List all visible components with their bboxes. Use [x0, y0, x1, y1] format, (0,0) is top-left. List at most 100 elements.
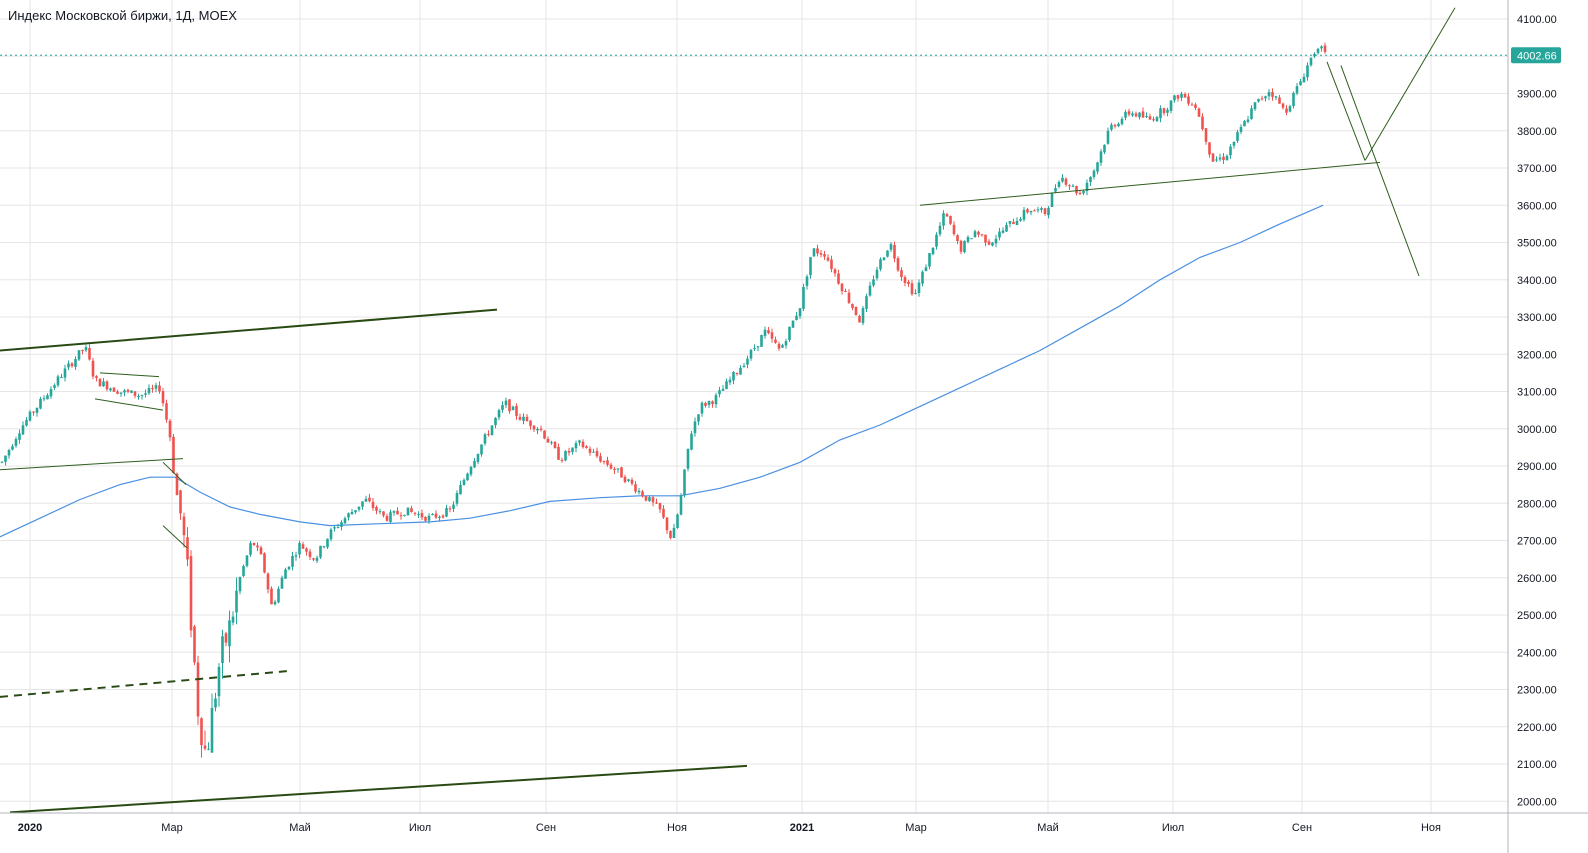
trend-line[interactable]: [919, 161, 1381, 206]
x-tick-label: Мар: [161, 822, 183, 834]
candle-body: [1309, 57, 1313, 66]
candle-body: [1295, 86, 1299, 94]
candle-body: [1180, 93, 1183, 98]
trend-line[interactable]: [1364, 7, 1456, 161]
y-tick-label: 2100.00: [1517, 759, 1557, 771]
candle-body: [749, 349, 753, 359]
candle-body: [879, 259, 882, 270]
candle-body: [1005, 224, 1008, 232]
candle-body: [574, 443, 578, 449]
candle-body: [28, 411, 32, 421]
candle-body: [221, 636, 224, 664]
candle-body: [1029, 210, 1033, 213]
candle-body: [74, 359, 77, 367]
candle-body: [77, 350, 81, 360]
candle-body: [781, 345, 784, 348]
candle-body: [105, 381, 109, 390]
candle-body: [763, 329, 767, 336]
candle-body: [235, 590, 238, 613]
candle-body: [543, 430, 546, 439]
trend-line[interactable]: [162, 461, 187, 485]
candle-body: [560, 459, 564, 461]
trend-line[interactable]: [1340, 65, 1420, 277]
candle-body: [889, 244, 893, 250]
candle-body: [385, 516, 389, 521]
candle-body: [459, 484, 462, 495]
candle-body: [1197, 108, 1201, 117]
trend-line[interactable]: [9, 764, 748, 814]
candle-body: [833, 269, 837, 274]
trend-line[interactable]: [0, 458, 184, 471]
candle-body: [539, 428, 543, 431]
candle-body: [329, 529, 333, 540]
candle-body: [882, 257, 886, 261]
candle-body: [760, 335, 763, 347]
candle-body: [756, 346, 760, 348]
candle-body: [242, 566, 245, 576]
candle-body: [130, 390, 133, 393]
candle-body: [1036, 209, 1040, 211]
candle-body: [427, 515, 431, 521]
candle-body: [469, 466, 473, 475]
candle-body: [294, 555, 298, 557]
candle-body: [305, 548, 308, 552]
candle-body: [1271, 92, 1274, 97]
candle-body: [585, 446, 588, 448]
candle-body: [886, 250, 889, 257]
trend-line[interactable]: [0, 308, 498, 352]
candle-body: [210, 707, 214, 753]
candle-body: [1232, 141, 1236, 146]
candle-body: [812, 248, 816, 257]
candle-body: [123, 390, 126, 393]
candle-body: [214, 698, 217, 708]
trend-line[interactable]: [99, 372, 160, 378]
candle-body: [602, 461, 606, 462]
candle-body: [672, 527, 676, 538]
candle-body: [406, 507, 410, 516]
candle-body: [840, 283, 844, 292]
candle-body: [623, 476, 627, 482]
trend-line[interactable]: [0, 669, 291, 698]
candle-body: [368, 497, 371, 502]
candle-body: [637, 490, 641, 493]
trend-line[interactable]: [162, 525, 188, 549]
candle-body: [434, 513, 438, 518]
candle-body: [928, 253, 931, 267]
y-tick-label: 3800.00: [1517, 126, 1557, 138]
trend-line[interactable]: [1326, 61, 1366, 161]
trend-line[interactable]: [94, 398, 164, 411]
candle-body: [357, 506, 361, 510]
candle-body: [179, 490, 182, 514]
candle-body: [200, 718, 203, 746]
candle-body: [336, 527, 340, 529]
candle-body: [455, 493, 459, 504]
candle-body: [557, 446, 560, 460]
candle-body: [1113, 124, 1117, 127]
candle-body: [798, 308, 802, 317]
chart-title: Индекс Московской биржи, 1Д, MOEX: [8, 8, 237, 23]
candle-body: [259, 547, 263, 555]
candle-body: [1110, 124, 1113, 130]
candles-group: [0, 42, 1327, 758]
candle-body: [375, 507, 378, 511]
y-tick-label: 2200.00: [1517, 722, 1557, 734]
candle-body: [186, 537, 189, 560]
candle-body: [809, 257, 812, 276]
candle-body: [1176, 95, 1180, 99]
candle-body: [189, 556, 193, 631]
candle-body: [53, 385, 56, 388]
candle-body: [1064, 178, 1068, 185]
candle-body: [1264, 96, 1267, 99]
candle-body: [196, 662, 200, 717]
candle-body: [949, 216, 952, 224]
candle-body: [1292, 92, 1295, 107]
candle-body: [133, 391, 137, 396]
candle-body: [1117, 123, 1120, 127]
candle-body: [655, 502, 658, 504]
candle-body: [931, 247, 935, 255]
candle-body: [606, 460, 609, 465]
candle-body: [81, 350, 84, 351]
candle-body: [441, 515, 445, 518]
candle-body: [490, 425, 494, 435]
candle-body: [914, 292, 917, 294]
